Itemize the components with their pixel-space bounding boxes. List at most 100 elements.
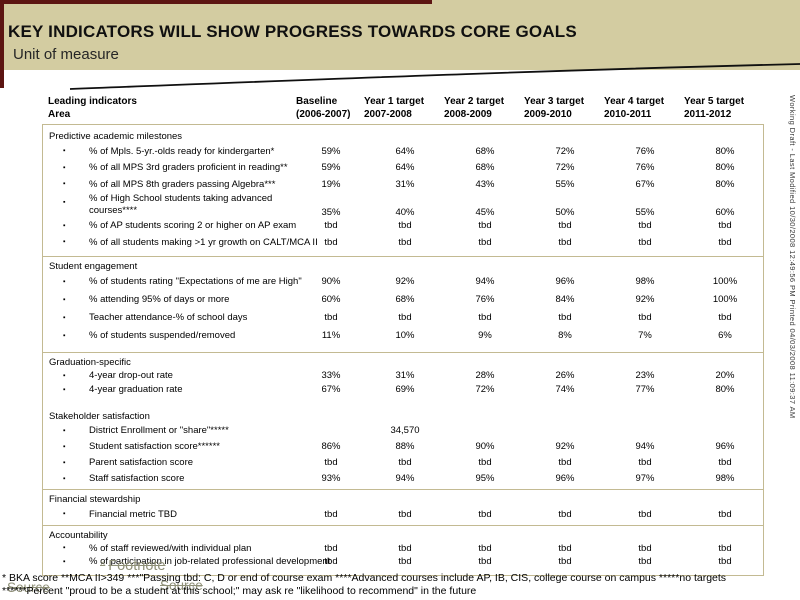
row-label: ▪ % of AP students scoring 2 or higher on…: [43, 220, 297, 231]
footnote-line-1: * BKA score **MCA II>349 ***"Passing tbd…: [2, 572, 727, 584]
row-label-text: % of Mpls. 5-yr.-olds ready for kinderga…: [89, 145, 275, 157]
column-header-6: Year 5 target 2011-2012: [684, 96, 745, 120]
row-label-text: Parent satisfaction score: [89, 457, 194, 468]
cell-value: 64%: [395, 145, 415, 157]
footnote-line-2: ******Percent "proud to be a student at …: [2, 585, 477, 597]
table-row: ▪ % of all MPS 3rd graders proficient in …: [43, 160, 763, 177]
row-label: ▪ 4-year drop-out rate: [43, 370, 297, 381]
cell-value: tbd: [478, 542, 492, 554]
cell-value: tbd: [638, 542, 652, 554]
cell-value: tbd: [638, 312, 652, 323]
cell-value: 80%: [715, 162, 735, 174]
cell-value: tbd: [638, 236, 652, 248]
table-row: ▪ % of staff reviewed/with individual pla…: [43, 542, 763, 556]
row-label-text: % attending 95% of days or more: [89, 294, 230, 305]
cell-value: 23%: [635, 370, 655, 381]
cell-value: 64%: [395, 162, 415, 174]
table-row: ▪ Teacher attendance-% of school days tbd t…: [43, 309, 763, 327]
slide-subtitle: Unit of measure: [13, 46, 119, 63]
cell-value: tbd: [478, 508, 492, 520]
column-header-2: Year 1 target 2007-2008: [364, 96, 425, 120]
cell-value: 80%: [715, 145, 735, 157]
cell-value: 77%: [635, 384, 655, 395]
section-1: Predictive academic milestones ▪ % of Mpls…: [43, 127, 763, 251]
column-header-1: Baseline (2006-2007): [296, 96, 351, 120]
cell-value: tbd: [478, 236, 492, 248]
cell-value: tbd: [558, 236, 572, 248]
cell-value: tbd: [324, 508, 338, 520]
bullet-icon: ▪: [63, 278, 66, 285]
cell-value: tbd: [558, 220, 572, 232]
row-label: ▪ % of participation in job-related profe…: [43, 556, 330, 567]
cell-value: tbd: [324, 220, 338, 232]
bullet-icon: ▪: [63, 222, 66, 230]
bullet-icon: ▪: [63, 147, 66, 155]
watermark-text: Working Draft - Last Modified 10/30/2008…: [788, 95, 797, 565]
cell-value: 11%: [321, 330, 341, 341]
cell-value: 100%: [712, 276, 738, 287]
cell-value: tbd: [638, 556, 652, 568]
cell-value: tbd: [478, 457, 492, 468]
row-label-text: % of participation in job-related profes…: [89, 556, 331, 568]
cell-value: 45%: [475, 206, 495, 218]
cell-value: 9%: [478, 330, 492, 341]
table-row: ▪ % of AP students scoring 2 or higher on…: [43, 218, 763, 235]
cell-value: 50%: [555, 206, 575, 218]
row-label: ▪ % of all MPS 8th graders passing Algebr…: [43, 179, 297, 190]
table-row: ▪ Financial metric TBD tbd tbd tbd tbd tbd tbd: [43, 506, 763, 523]
placeholder-source-2: Source: [160, 578, 203, 593]
row-label-text: % of staff reviewed/with individual plan: [89, 542, 252, 554]
cell-value: 10%: [395, 330, 415, 341]
row-label: ▪ % of all MPS 3rd graders proficient in …: [43, 162, 297, 173]
table-row: ▪ % of students rating "Expectations of m…: [43, 273, 763, 291]
cell-value: 90%: [321, 276, 341, 287]
row-label: ▪ Parent satisfaction score: [43, 457, 297, 468]
table-row: ▪ Student satisfaction score****** 86% 88% 9…: [43, 439, 763, 455]
indicators-table: Leading indicators Area Baseline (2006-20…: [42, 95, 764, 576]
section-4: Stakeholder satisfaction ▪ District Enroll…: [43, 407, 763, 487]
row-label-text: Staff satisfaction score: [89, 473, 185, 484]
row-label-text: % of all students making >1 yr growth on…: [89, 236, 318, 248]
table-corner-title: Leading indicators: [48, 96, 137, 107]
cell-value: tbd: [638, 457, 652, 468]
header-band: [0, 0, 800, 70]
cell-value: 96%: [555, 473, 575, 484]
table-body: Predictive academic milestones ▪ % of Mpls…: [42, 124, 764, 576]
watermark-printed: Printed 04/03/2008 11:09:37 AM: [788, 299, 797, 419]
cell-value: 55%: [635, 206, 655, 218]
cell-value: 28%: [475, 370, 495, 381]
cell-value: tbd: [718, 457, 732, 468]
bullet-icon: ▪: [63, 386, 66, 393]
cell-value: 84%: [555, 294, 575, 305]
cell-value: 93%: [321, 473, 341, 484]
table-row: ▪ 4-year graduation rate 67% 69% 72% 74% 77% 80…: [43, 383, 763, 397]
column-header-4: Year 3 target 2009-2010: [524, 96, 585, 120]
cell-value: 35%: [321, 206, 341, 218]
cell-value: 94%: [475, 276, 495, 287]
cell-value: tbd: [558, 542, 572, 554]
cell-value: tbd: [398, 542, 412, 554]
cell-value: tbd: [324, 542, 338, 554]
bullet-icon: ▪: [63, 510, 66, 518]
cell-value: tbd: [718, 312, 732, 323]
cell-value: 67%: [321, 384, 341, 395]
table-row: ▪ District Enrollment or "share"***** 34,5…: [43, 423, 763, 439]
cell-value: tbd: [638, 220, 652, 232]
section-title: Predictive academic milestones: [49, 131, 183, 142]
cell-value: 60%: [321, 294, 341, 305]
column-header-5: Year 4 target 2010-2011: [604, 96, 665, 120]
row-label-text: Financial metric TBD: [89, 508, 177, 520]
cell-value: 19%: [321, 178, 341, 190]
cell-value: tbd: [558, 312, 572, 323]
section-5: Financial stewardship ▪ Financial metric T…: [43, 488, 763, 523]
table-row: ▪ Staff satisfaction score 93% 94% 95% 96% 97%…: [43, 471, 763, 487]
row-label: ▪ % of staff reviewed/with individual pla…: [43, 543, 297, 554]
row-label-text: 4-year graduation rate: [89, 384, 183, 395]
swoosh-curve: [69, 63, 800, 90]
row-label: ▪ Staff satisfaction score: [43, 473, 297, 484]
cell-value: 34,570: [390, 425, 420, 436]
bullet-icon: ▪: [63, 198, 66, 206]
cell-value: 67%: [635, 178, 655, 190]
table-row: ▪ % of Mpls. 5-yr.-olds ready for kinderg…: [43, 143, 763, 160]
